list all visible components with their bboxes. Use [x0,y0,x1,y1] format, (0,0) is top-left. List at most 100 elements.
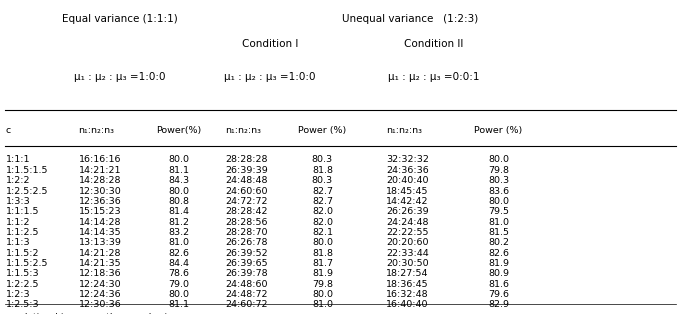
Text: 14:21:35: 14:21:35 [79,259,121,268]
Text: n₁:n₂:n₃: n₁:n₂:n₃ [386,126,422,135]
Text: 82.7: 82.7 [312,187,333,196]
Text: Equal variance (1:1:1): Equal variance (1:1:1) [61,14,178,24]
Text: 78.6: 78.6 [169,269,189,279]
Text: 1:1.5:2: 1:1.5:2 [5,249,39,258]
Text: 24:60:72: 24:60:72 [225,300,268,310]
Text: 84.3: 84.3 [169,176,189,185]
Text: Condition I: Condition I [242,39,298,49]
Text: 28:28:28: 28:28:28 [225,155,268,165]
Text: 14:14:28: 14:14:28 [79,218,121,227]
Text: 1:3:3: 1:3:3 [5,197,30,206]
Text: 80.0: 80.0 [169,155,189,165]
Text: 81.4: 81.4 [169,207,189,216]
Text: 81.7: 81.7 [312,259,333,268]
Text: 80.0: 80.0 [312,290,333,299]
Text: 80.0: 80.0 [312,238,333,247]
Text: 24:48:48: 24:48:48 [225,176,268,185]
Text: 1:2:2.5: 1:2:2.5 [5,280,39,289]
Text: 26:26:39: 26:26:39 [386,207,428,216]
Text: 82.7: 82.7 [312,197,333,206]
Text: 14:21:28: 14:21:28 [79,249,121,258]
Text: Power (%): Power (%) [475,126,522,135]
Text: Condition II: Condition II [404,39,463,49]
Text: 80.0: 80.0 [169,290,189,299]
Text: 18:36:45: 18:36:45 [386,280,428,289]
Text: 80.3: 80.3 [312,155,333,165]
Text: 83.2: 83.2 [169,228,189,237]
Text: 80.0: 80.0 [169,187,189,196]
Text: 81.2: 81.2 [169,218,189,227]
Text: 80.3: 80.3 [312,176,333,185]
Text: 13:13:39: 13:13:39 [79,238,122,247]
Text: 81.9: 81.9 [488,259,509,268]
Text: 81.0: 81.0 [488,218,509,227]
Text: 80.9: 80.9 [488,269,509,279]
Text: 22:33:44: 22:33:44 [386,249,429,258]
Text: 1:2.5:2.5: 1:2.5:2.5 [5,187,48,196]
Text: 80.8: 80.8 [169,197,189,206]
Text: 81.6: 81.6 [488,280,509,289]
Text: 12:30:36: 12:30:36 [79,300,122,310]
Text: Power(%): Power(%) [156,126,201,135]
Text: 24:60:60: 24:60:60 [225,187,268,196]
Text: 26:26:78: 26:26:78 [225,238,268,247]
Text: 15:15:23: 15:15:23 [79,207,121,216]
Text: 14:42:42: 14:42:42 [386,197,428,206]
Text: 18:45:45: 18:45:45 [386,187,428,196]
Text: 81.0: 81.0 [312,300,333,310]
Text: 24:36:36: 24:36:36 [386,166,429,175]
Text: 82.9: 82.9 [488,300,509,310]
Text: c: c [5,126,11,135]
Text: 26:39:52: 26:39:52 [225,249,268,258]
Text: 16:16:16: 16:16:16 [79,155,121,165]
Text: 84.4: 84.4 [169,259,189,268]
Text: 79.0: 79.0 [169,280,189,289]
Text: 82.0: 82.0 [312,207,333,216]
Text: 12:24:36: 12:24:36 [79,290,121,299]
Text: 20:40:40: 20:40:40 [386,176,428,185]
Text: 14:14:35: 14:14:35 [79,228,121,237]
Text: 1:1:3: 1:1:3 [5,238,30,247]
Text: 79.5: 79.5 [488,207,509,216]
Text: 24:24:48: 24:24:48 [386,218,428,227]
Text: 14:28:28: 14:28:28 [79,176,121,185]
Text: μ₁ : μ₂ : μ₃ =0:0:1: μ₁ : μ₂ : μ₃ =0:0:1 [388,72,479,82]
Text: 14:21:21: 14:21:21 [79,166,121,175]
Text: 20:30:50: 20:30:50 [386,259,428,268]
Text: 24:72:72: 24:72:72 [225,197,268,206]
Text: 12:18:36: 12:18:36 [79,269,121,279]
Text: 1:1:2: 1:1:2 [5,218,30,227]
Text: 1:1.5:2.5: 1:1.5:2.5 [5,259,48,268]
Text: 81.8: 81.8 [312,249,333,258]
Text: 24:48:60: 24:48:60 [225,280,268,289]
Text: 79.8: 79.8 [488,166,509,175]
Text: 18:27:54: 18:27:54 [386,269,428,279]
Text: 81.8: 81.8 [312,166,333,175]
Text: 1:1.5:3: 1:1.5:3 [5,269,39,279]
Text: n₁:n₂:n₃: n₁:n₂:n₃ [79,126,115,135]
Text: 12:30:30: 12:30:30 [79,187,122,196]
Text: 81.1: 81.1 [169,300,189,310]
Text: 28:28:42: 28:28:42 [225,207,268,216]
Text: Power (%): Power (%) [298,126,346,135]
Text: 82.6: 82.6 [169,249,189,258]
Text: 81.1: 81.1 [169,166,189,175]
Text: μ₁ : μ₂ : μ₃ =1:0:0: μ₁ : μ₂ : μ₃ =1:0:0 [224,72,316,82]
Text: 20:20:60: 20:20:60 [386,238,428,247]
Text: n₁:n₂:n₃: n₁:n₂:n₃ [225,126,262,135]
Text: 26:39:39: 26:39:39 [225,166,268,175]
Text: 81.0: 81.0 [169,238,189,247]
Text: Unequal variance   (1:2:3): Unequal variance (1:2:3) [342,14,478,24]
Text: 32:32:32: 32:32:32 [386,155,429,165]
Text: 1:1.5:1.5: 1:1.5:1.5 [5,166,48,175]
Text: 80.0: 80.0 [488,155,509,165]
Text: 28:28:70: 28:28:70 [225,228,268,237]
Text: 82.1: 82.1 [312,228,333,237]
Text: 80.3: 80.3 [488,176,509,185]
Text: 24:48:72: 24:48:72 [225,290,268,299]
Text: 79.8: 79.8 [312,280,333,289]
Text: 82.6: 82.6 [488,249,509,258]
Text: 1:2:3: 1:2:3 [5,290,30,299]
Text: 22:22:55: 22:22:55 [386,228,428,237]
Text: 81.5: 81.5 [488,228,509,237]
